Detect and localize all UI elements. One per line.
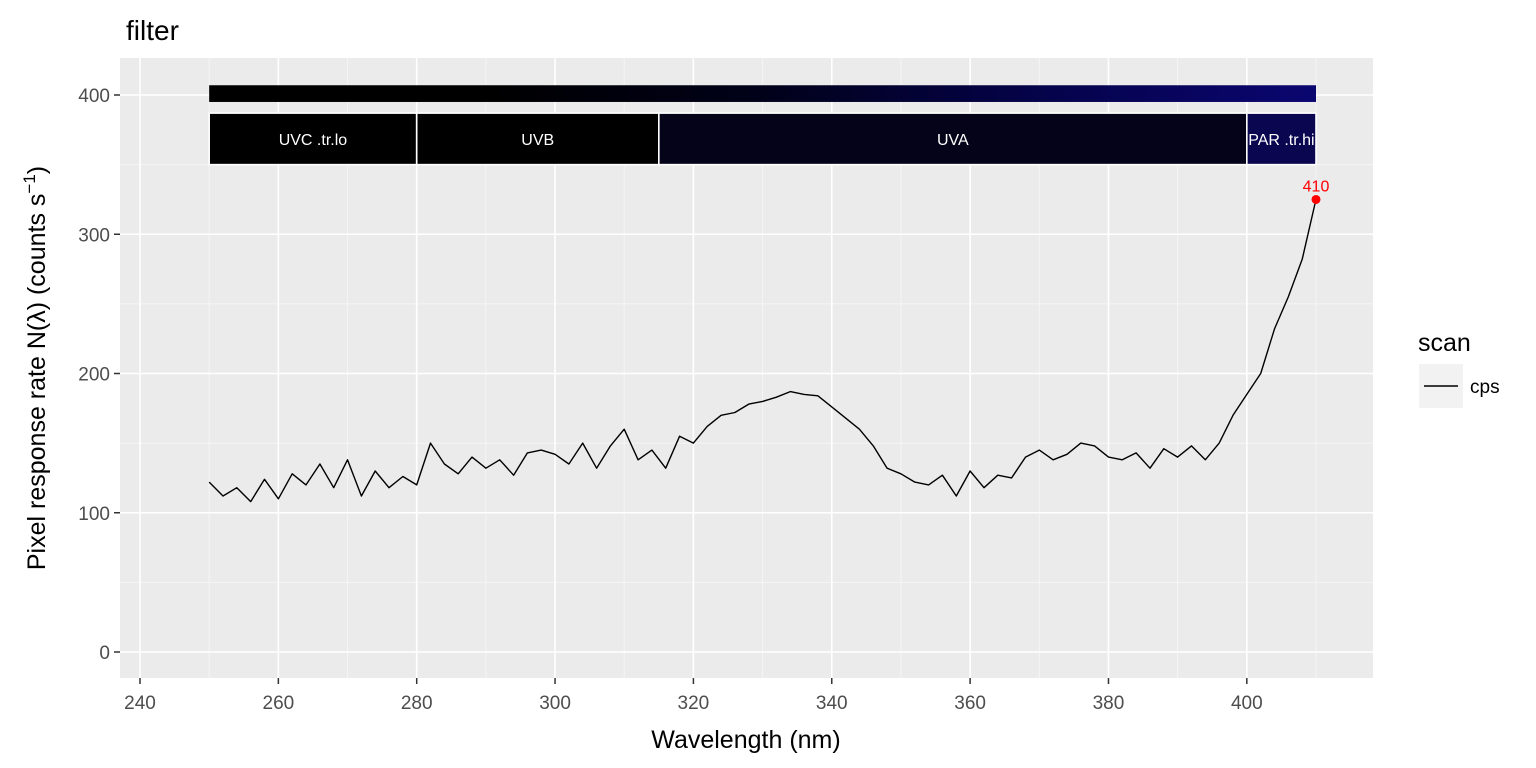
y-tick-label: 300: [78, 225, 110, 246]
waveband-3: [658, 112, 1248, 166]
spectrum-color-bar: [209, 85, 1316, 102]
waveband-label-1: UVC .tr.lo: [279, 132, 348, 149]
x-axis-title: Wavelength (nm): [651, 726, 840, 754]
waveband-label-3: UVA: [937, 132, 969, 149]
waveband-label-4: PAR .tr.hi: [1248, 132, 1314, 149]
y-axis-title-main: Pixel response rate N(: [23, 322, 51, 570]
x-tick-label: 260: [263, 693, 295, 714]
legend-label-cps: cps: [1470, 377, 1500, 398]
y-tick-label: 0: [99, 643, 110, 664]
legend-title: scan: [1418, 329, 1471, 357]
y-tick-label: 100: [78, 504, 110, 525]
y-axis-title-lambda: λ: [23, 310, 51, 323]
peak-point: [1311, 194, 1321, 204]
waveband-label-2: UVB: [521, 132, 554, 149]
peak-label: 410: [1303, 178, 1330, 195]
y-axis-title-end: ): [23, 166, 51, 174]
x-tick-label: 380: [1093, 693, 1125, 714]
chart-title: filter: [126, 15, 179, 46]
legend: scan cps: [1418, 329, 1500, 408]
x-tick-label: 280: [401, 693, 433, 714]
y-axis-ticks: 0 100 200 300 400: [78, 86, 120, 664]
y-axis-title: Pixel response rate N(λ) (counts s−1): [20, 166, 51, 570]
x-tick-label: 340: [816, 693, 848, 714]
x-tick-label: 400: [1231, 693, 1263, 714]
x-tick-label: 360: [954, 693, 986, 714]
x-tick-label: 240: [124, 693, 156, 714]
x-tick-label: 300: [539, 693, 571, 714]
waveband-4: [1246, 112, 1317, 166]
waveband-blocks: UVC .tr.lo UVB UVA PAR .tr.hi: [208, 112, 1317, 166]
series-line-cps: [208, 199, 1317, 503]
x-tick-label: 320: [678, 693, 710, 714]
x-axis-ticks: 240 260 280 300 320 340 360 380 400: [124, 678, 1263, 714]
y-tick-label: 200: [78, 365, 110, 386]
y-axis-title-exponent: −1: [20, 174, 39, 193]
y-tick-label: 400: [78, 86, 110, 107]
y-axis-title-units: ) (counts s: [23, 194, 51, 311]
